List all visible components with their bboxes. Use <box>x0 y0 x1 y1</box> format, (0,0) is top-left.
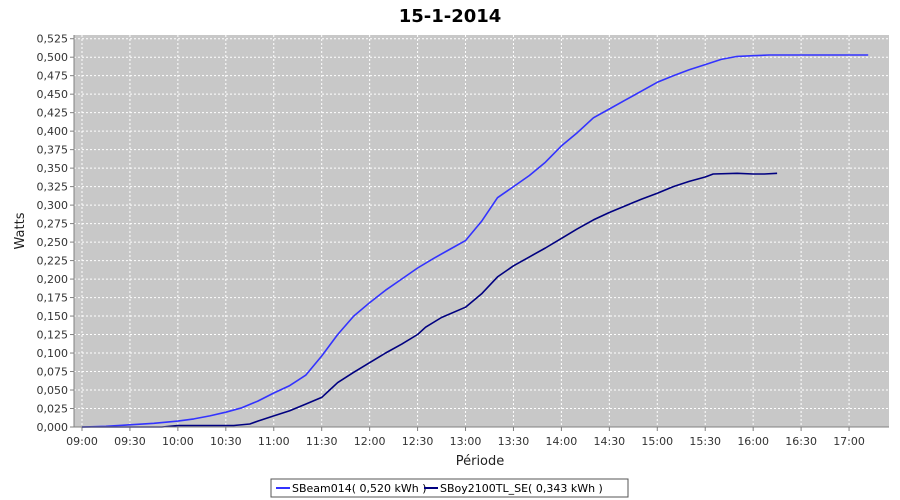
y-tick-label: 0,000 <box>37 421 69 434</box>
x-tick-label: 12:30 <box>402 435 434 448</box>
y-tick-label: 0,475 <box>37 70 69 83</box>
y-tick-label: 0,225 <box>37 255 69 268</box>
y-tick-label: 0,450 <box>37 88 69 101</box>
series-line-1 <box>81 54 869 428</box>
x-tick-label: 16:00 <box>737 435 769 448</box>
x-tick-label: 17:00 <box>833 435 865 448</box>
y-tick-label: 0,125 <box>37 329 69 342</box>
x-tick-label: 09:00 <box>66 435 98 448</box>
x-tick-label: 09:30 <box>114 435 146 448</box>
legend-box <box>270 478 629 498</box>
x-tick-label: 14:30 <box>593 435 625 448</box>
y-tick-label: 0,075 <box>37 366 69 379</box>
x-tick-label: 12:00 <box>354 435 386 448</box>
y-tick-label: 0,175 <box>37 292 69 305</box>
grid-lines <box>74 35 889 428</box>
legend-label-1: SBeam014( 0,520 kWh ) <box>292 482 427 495</box>
y-tick-label: 0,275 <box>37 218 69 231</box>
y-axis: 0,000 0,025 0,050 0,075 0,100 0,125 0,150 0,175… <box>37 33 74 434</box>
x-axis: 09:00 09:30 10:00 10:30 11:00 11:30 12:00 12:30… <box>66 427 865 448</box>
x-tick-label: 11:00 <box>258 435 290 448</box>
x-tick-label: 14:00 <box>546 435 578 448</box>
x-axis-label: Période <box>456 454 505 469</box>
y-tick-label: 0,350 <box>37 162 69 175</box>
y-tick-label: 0,375 <box>37 144 69 157</box>
y-tick-label: 0,425 <box>37 107 69 120</box>
y-tick-label: 0,325 <box>37 181 69 194</box>
x-tick-label: 11:30 <box>306 435 338 448</box>
x-tick-label: 10:30 <box>210 435 242 448</box>
x-tick-label: 15:30 <box>689 435 721 448</box>
x-tick-label: 10:00 <box>162 435 194 448</box>
y-tick-label: 0,050 <box>37 384 69 397</box>
x-tick-label: 13:00 <box>450 435 482 448</box>
y-tick-label: 0,400 <box>37 125 69 138</box>
y-tick-label: 0,200 <box>37 273 69 286</box>
legend: SBeam014( 0,520 kWh ) SBoy2100TL_SE( 0,34… <box>276 482 603 495</box>
legend-label-2: SBoy2100TL_SE( 0,343 kWh ) <box>440 482 603 495</box>
y-tick-label: 0,250 <box>37 236 69 249</box>
x-tick-label: 15:00 <box>641 435 673 448</box>
y-tick-label: 0,025 <box>37 403 69 416</box>
x-tick-label: 13:30 <box>498 435 530 448</box>
y-tick-label: 0,300 <box>37 199 69 212</box>
series-lines <box>81 54 869 428</box>
chart-title: 15-1-2014 <box>399 6 502 27</box>
series-line-2 <box>82 172 778 428</box>
y-tick-label: 0,100 <box>37 347 69 360</box>
y-tick-label: 0,525 <box>37 33 69 46</box>
y-tick-label: 0,150 <box>37 310 69 323</box>
y-axis-label: Watts <box>13 212 28 249</box>
y-tick-label: 0,500 <box>37 51 69 64</box>
x-tick-label: 16:30 <box>785 435 817 448</box>
